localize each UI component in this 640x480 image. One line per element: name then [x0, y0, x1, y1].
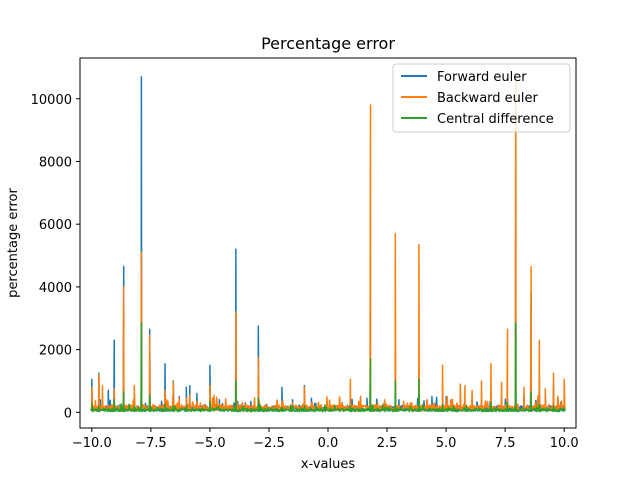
y-tick-label: 6000	[39, 218, 72, 233]
chart-title: Percentage error	[261, 34, 395, 53]
x-tick-label: 10.0	[550, 436, 579, 451]
y-tick-label: 8000	[39, 155, 72, 170]
series-line-central-difference	[90, 322, 566, 413]
x-tick-label: 2.5	[377, 436, 398, 451]
legend-label-forward-euler: Forward euler	[437, 70, 527, 85]
y-tick-label: 4000	[39, 281, 72, 296]
series-line-backward-euler	[90, 76, 566, 412]
x-tick-label: −7.5	[135, 436, 167, 451]
y-tick-label: 10000	[31, 93, 72, 108]
plot-frame	[79, 57, 577, 429]
x-tick-label: −10.0	[72, 436, 112, 451]
x-tick-label: 7.5	[495, 436, 516, 451]
x-tick-label: −2.5	[253, 436, 285, 451]
legend-box	[392, 63, 571, 133]
series-layer	[90, 74, 566, 413]
legend: Forward euler Backward euler Central dif…	[392, 63, 571, 133]
legend-label-backward-euler: Backward euler	[437, 91, 539, 106]
x-axis-ticks: −10.0 −7.5 −5.0 −2.5 0.0 2.5 5.0 7.5 10.0	[72, 428, 579, 451]
legend-label-central-difference: Central difference	[437, 112, 554, 127]
x-tick-label: 0.0	[318, 436, 339, 451]
y-tick-label: 2000	[39, 344, 72, 359]
y-axis-label: percentage error	[6, 188, 21, 298]
x-tick-label: 5.0	[436, 436, 457, 451]
x-axis-label: x-values	[301, 457, 356, 472]
y-axis-ticks: 0 2000 4000 6000 8000 10000	[31, 93, 80, 421]
x-tick-label: −5.0	[194, 436, 226, 451]
y-tick-label: 0	[64, 406, 72, 421]
